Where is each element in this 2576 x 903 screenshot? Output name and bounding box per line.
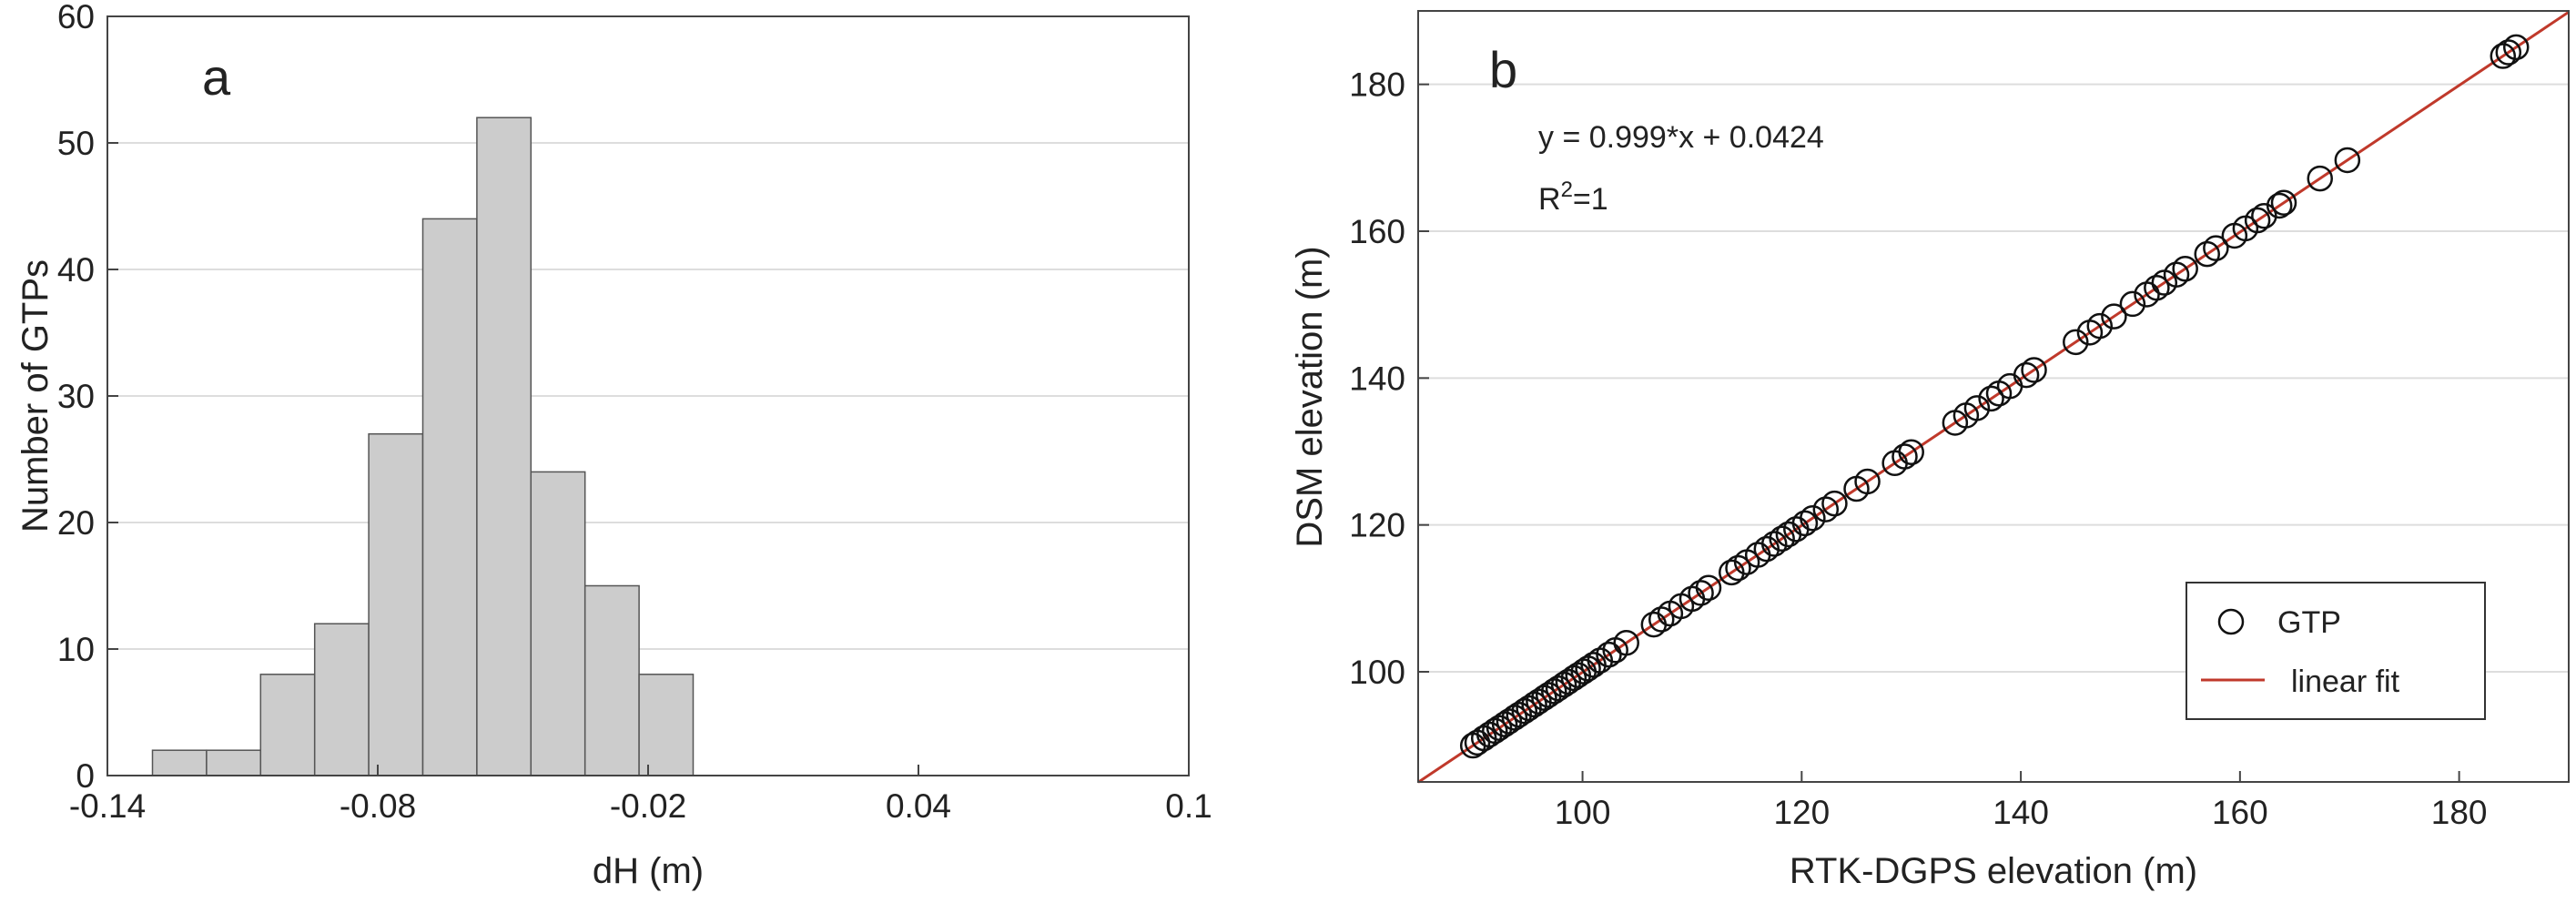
gtp-point: [1812, 496, 1840, 523]
panel-a-x-tick-label: -0.14: [69, 787, 146, 825]
panel-b-plot-frame: [1417, 10, 2570, 783]
panel-b-y-tick-label: 160: [1349, 213, 1405, 250]
panel-b-x-tick-label: 120: [1773, 794, 1830, 831]
r-squared-superscript: 2: [1561, 178, 1573, 202]
panel-a-x-tick-label: 0.1: [1165, 787, 1212, 825]
gtp-point: [1695, 574, 1722, 602]
panel-a-y-tick-label: 60: [57, 0, 95, 36]
panel-a-x-tick-label: -0.02: [610, 787, 686, 825]
gtp-point: [1854, 468, 1881, 495]
gtp-point: [1648, 606, 1675, 633]
panel-a-y-tick-label: 30: [57, 378, 95, 415]
panel-b-label: b: [1489, 41, 1517, 98]
gtp-point: [2244, 207, 2271, 234]
gtp-point: [2203, 235, 2229, 261]
panel-b-x-ticks: 100 120 140 160 180: [1555, 771, 2488, 831]
panel-a-y-tick-label: 40: [57, 251, 95, 289]
gtp-point: [2013, 361, 2040, 389]
panel-b-y-tick-label: 100: [1349, 654, 1405, 691]
r-squared-prefix: R: [1538, 182, 1561, 217]
panel-a-label: a: [202, 48, 231, 106]
legend-gtp-label: GTP: [2277, 605, 2341, 640]
histogram-bar: [259, 674, 316, 776]
panel-a-gridlines: [107, 142, 1189, 650]
panel-a-x-axis-label: dH (m): [593, 851, 704, 891]
gtp-point: [2021, 357, 2047, 383]
gtp-point: [1800, 504, 1826, 532]
panel-a-histogram: -0.14 -0.08 -0.02 0.04 0.1 0 10 20 30 40 50 60 a d…: [15, 0, 1212, 891]
gtp-point: [2495, 39, 2522, 66]
gtp-point: [1891, 443, 1918, 470]
gtp-point: [2144, 274, 2170, 301]
gtp-point: [1725, 554, 1751, 582]
histogram-bar: [530, 471, 586, 776]
panel-a-x-ticks: -0.14 -0.08 -0.02 0.04 0.1: [69, 765, 1212, 825]
regression-equation: y = 0.999*x + 0.0424: [1538, 120, 1824, 155]
panel-a-x-tick-label: 0.04: [886, 787, 951, 825]
panel-a-x-tick-label: -0.08: [340, 787, 416, 825]
panel-b-x-tick-label: 140: [1993, 794, 2049, 831]
panel-b-x-axis-label: RTK-DGPS elevation (m): [1790, 851, 2197, 891]
histogram-bar: [151, 749, 208, 776]
gtp-point: [2101, 303, 2127, 330]
panel-a-y-tick-label: 20: [57, 504, 95, 542]
histogram-bar: [421, 218, 478, 776]
gtp-point: [2163, 261, 2190, 288]
histogram-bar: [368, 432, 424, 776]
gtp-point: [1898, 439, 1924, 465]
panel-b-scatter: 100 120 140 160 180 100 120 140 160 180 b y = 0.…: [1290, 10, 2570, 891]
panel-b-x-tick-label: 160: [2212, 794, 2268, 831]
panel-a-y-ticks: 0 10 20 30 40 50 60: [57, 0, 118, 795]
gtp-point: [2307, 165, 2333, 192]
gtp-point: [1688, 580, 1714, 606]
r-squared: R2=1: [1538, 178, 1608, 217]
legend-fit-label: linear fit: [2291, 665, 2400, 699]
panel-a-y-tick-label: 10: [57, 631, 95, 668]
gtp-point: [1791, 510, 1819, 537]
panel-a-bars: [151, 117, 695, 776]
gtp-point: [2086, 312, 2114, 340]
gtp-point: [2490, 43, 2517, 69]
panel-a-y-axis-label: Number of GTPs: [15, 259, 56, 533]
gtp-point: [1769, 525, 1795, 553]
histogram-bar: [583, 584, 640, 776]
panel-b-x-tick-label: 100: [1555, 794, 1611, 831]
panel-b-x-tick-label: 180: [2431, 794, 2488, 831]
gtp-point: [2502, 34, 2530, 61]
gtp-point: [2270, 189, 2297, 216]
histogram-bar: [638, 674, 695, 776]
gtp-point: [1978, 385, 2004, 412]
gtp-point: [1760, 531, 1788, 557]
gtp-point: [2266, 192, 2293, 219]
panel-b-points: [1459, 34, 2530, 759]
panel-a-y-tick-label: 50: [57, 125, 95, 162]
panel-b-y-tick-label: 140: [1349, 360, 1405, 397]
gtp-point: [1596, 641, 1622, 668]
panel-b-legend: GTP linear fit: [2186, 582, 2486, 720]
panel-b-gridlines: [1418, 83, 2569, 673]
panel-b-y-tick-label: 120: [1349, 507, 1405, 544]
gtp-point: [1821, 490, 1848, 517]
gtp-point: [2063, 329, 2089, 356]
legend-box: [2186, 582, 2486, 720]
gtp-point: [2194, 240, 2220, 268]
panel-b-y-tick-label: 180: [1349, 66, 1405, 104]
gtp-point: [2172, 255, 2198, 282]
gtp-point: [1613, 629, 1639, 656]
legend-gtp-marker: [2217, 608, 2245, 635]
gtp-point: [2334, 147, 2361, 174]
panel-b-y-ticks: 100 120 140 160 180: [1349, 66, 1429, 691]
r-squared-value: =1: [1573, 182, 1608, 217]
panel-a-y-tick-label: 0: [76, 757, 95, 795]
gtp-point: [2119, 290, 2146, 318]
histogram-bar: [476, 117, 532, 776]
histogram-bar: [313, 623, 370, 776]
histogram-bar: [206, 749, 262, 776]
panel-b-y-axis-label: DSM elevation (m): [1290, 246, 1330, 547]
gtp-point: [1963, 395, 1991, 421]
